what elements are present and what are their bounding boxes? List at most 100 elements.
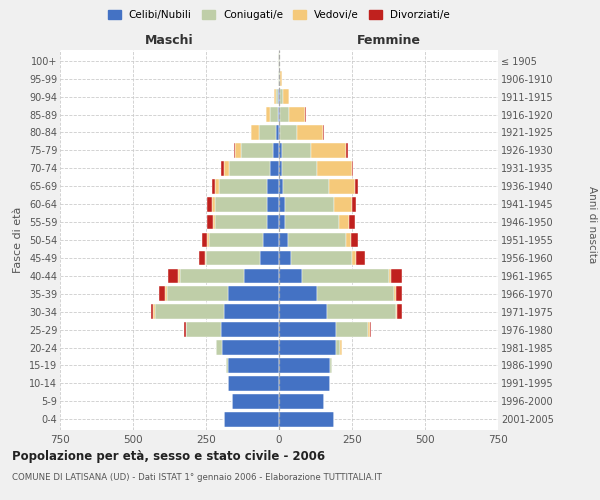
Bar [215,179,219,194]
Bar [391,268,401,283]
Bar [215,197,268,212]
Bar [279,179,283,194]
Bar [167,286,228,301]
Bar [279,197,285,212]
Bar [270,161,279,176]
Bar [279,161,282,176]
Bar [155,304,224,319]
Bar [394,286,396,301]
Bar [279,286,317,301]
Bar [283,90,289,104]
Bar [346,143,349,158]
Text: Maschi: Maschi [145,34,194,48]
Bar [278,107,279,122]
Bar [229,161,270,176]
Text: COMUNE DI LATISANA (UD) - Dati ISTAT 1° gennaio 2006 - Elaborazione TUTTITALIA.I: COMUNE DI LATISANA (UD) - Dati ISTAT 1° … [12,472,382,482]
Bar [302,268,389,283]
Bar [280,72,281,86]
Bar [336,340,340,355]
Bar [285,214,339,230]
Bar [311,143,346,158]
Bar [165,286,167,301]
Bar [279,340,336,355]
Bar [329,179,355,194]
Bar [212,179,215,194]
Bar [208,214,214,230]
Bar [279,268,302,283]
Legend: Celibi/Nubili, Coniugati/e, Vedovi/e, Divorziati/e: Celibi/Nubili, Coniugati/e, Vedovi/e, Di… [104,6,454,25]
Bar [283,179,329,194]
Bar [280,107,289,122]
Bar [221,161,224,176]
Bar [209,232,263,248]
Bar [280,125,296,140]
Bar [184,322,185,337]
Text: Femmine: Femmine [356,34,421,48]
Bar [349,214,355,230]
Bar [355,179,358,194]
Bar [279,358,330,373]
Bar [180,268,244,283]
Bar [235,143,241,158]
Bar [199,250,205,266]
Bar [280,90,283,104]
Bar [279,304,327,319]
Bar [288,232,346,248]
Bar [273,143,279,158]
Bar [221,322,279,337]
Bar [212,197,215,212]
Bar [266,107,270,122]
Bar [228,376,279,390]
Bar [154,304,155,319]
Bar [396,286,401,301]
Bar [279,322,336,337]
Bar [224,161,229,176]
Bar [268,197,279,212]
Bar [228,286,279,301]
Bar [232,394,279,408]
Bar [290,250,352,266]
Bar [279,107,280,122]
Bar [274,90,276,104]
Bar [168,268,178,283]
Bar [368,322,370,337]
Y-axis label: Fasce di età: Fasce di età [13,207,23,273]
Bar [327,304,396,319]
Bar [352,250,356,266]
Bar [352,197,356,212]
Bar [251,125,259,140]
Bar [263,232,279,248]
Bar [323,125,324,140]
Bar [219,179,268,194]
Bar [206,250,260,266]
Bar [159,286,165,301]
Bar [279,232,288,248]
Bar [224,304,279,319]
Bar [336,322,368,337]
Bar [317,286,394,301]
Bar [215,214,268,230]
Bar [244,268,279,283]
Bar [228,358,279,373]
Bar [296,125,323,140]
Bar [334,197,352,212]
Bar [279,250,290,266]
Bar [278,90,279,104]
Bar [208,232,209,248]
Bar [185,322,221,337]
Bar [282,143,311,158]
Bar [234,143,235,158]
Bar [268,179,279,194]
Bar [268,214,279,230]
Bar [397,304,401,319]
Bar [285,197,334,212]
Bar [350,232,358,248]
Bar [346,232,350,248]
Bar [222,340,279,355]
Bar [151,304,154,319]
Bar [226,358,228,373]
Bar [340,340,342,355]
Bar [202,232,208,248]
Bar [208,197,212,212]
Bar [214,214,215,230]
